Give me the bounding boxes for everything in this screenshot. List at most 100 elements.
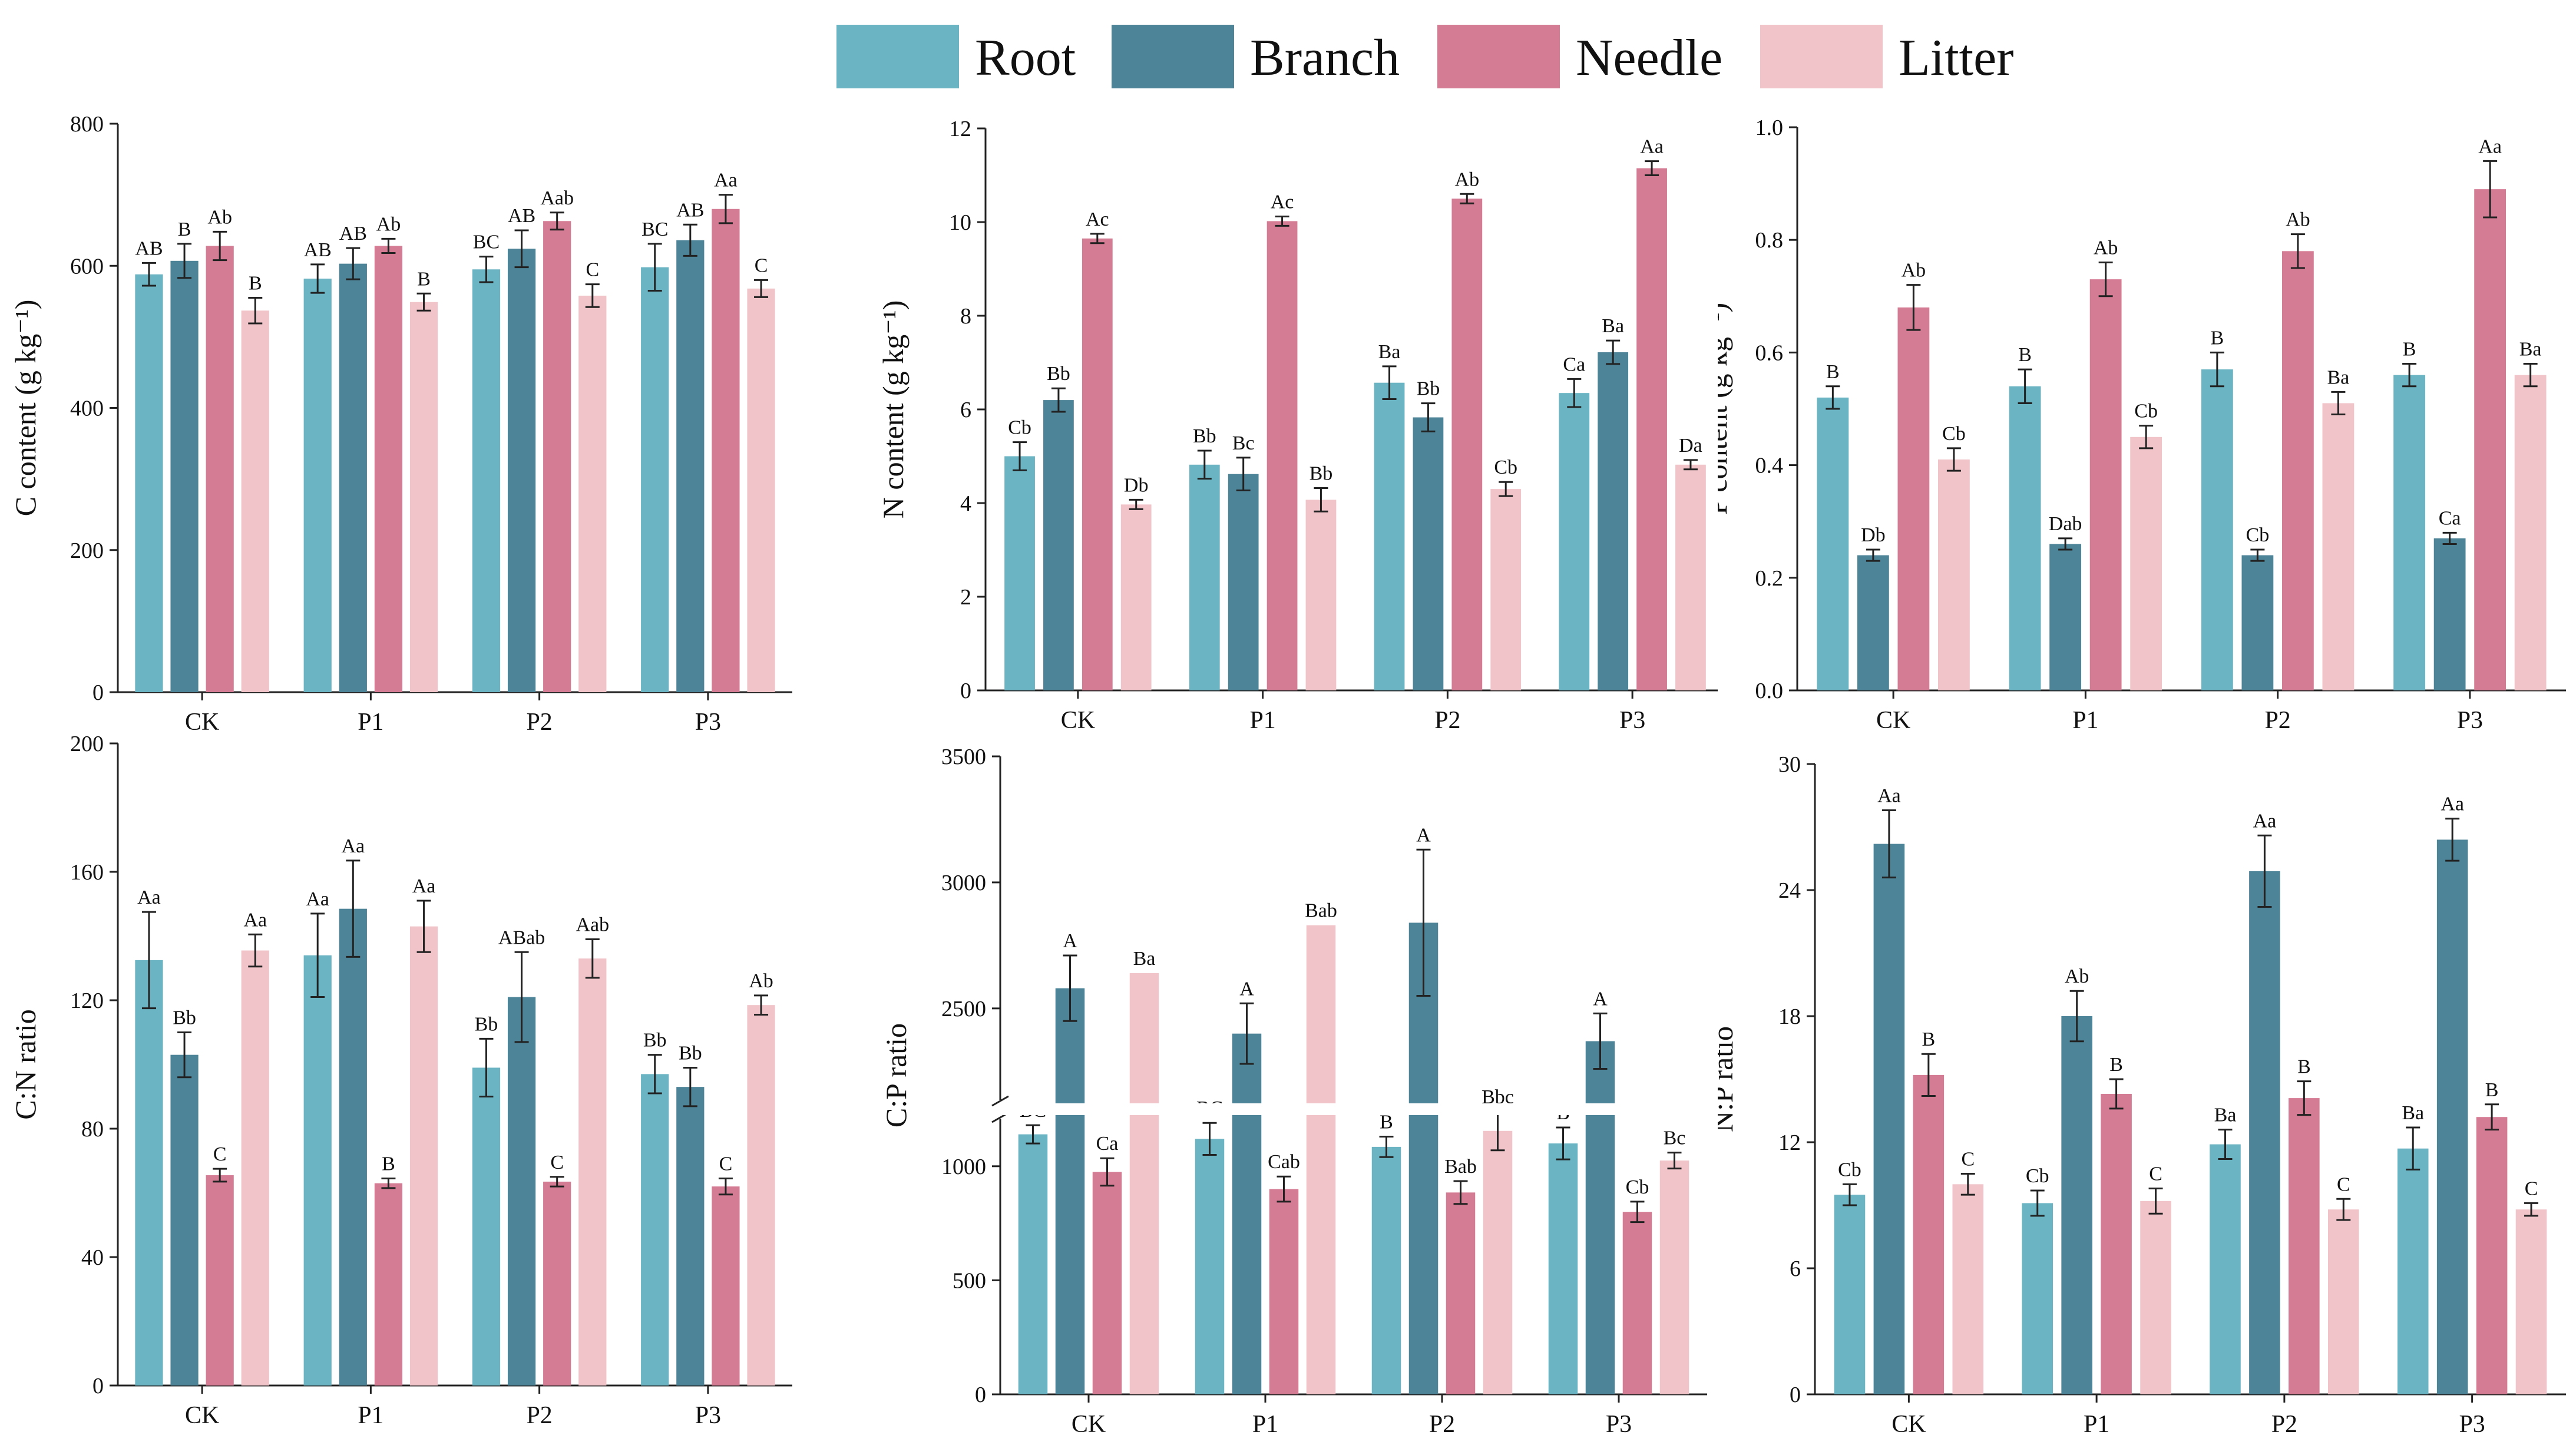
sig-label-root-ck: Cb [1838,1159,1861,1181]
x-tick-label-ck: CK [185,709,219,736]
y-tick-label: 10 [949,210,971,235]
bar-branch-ck [170,1054,199,1386]
sig-label-branch-ck: Db [1861,524,1886,546]
bar-root-p1 [1195,1139,1225,1394]
sig-label-branch-ck: A [1063,930,1077,952]
y-tick-label: 400 [70,396,104,421]
y-tick-label: 4 [960,491,971,516]
y-tick-label: 1.0 [1755,115,1784,140]
sig-label-root-p1: B [2018,344,2032,366]
sig-label-branch-p1: Aa [341,835,365,857]
bar-root-p1 [1189,464,1220,690]
bar-branch-p1 [339,908,367,1386]
sig-label-needle-p3: Cb [1626,1176,1649,1198]
y-tick-label: 800 [70,112,104,137]
sig-label-litter-ck: Db [1124,474,1149,496]
sig-label-root-p1: Bb [1193,425,1216,447]
bar-needle-ck [1913,1074,1945,1394]
bar-root-p2 [2201,369,2233,690]
sig-label-branch-ck: Bb [173,1007,196,1029]
y-tick-label: 0 [92,1374,104,1398]
y-tick-label: 30 [1778,752,1801,777]
sig-label-needle-p1: Ab [376,213,401,235]
legend-label-branch: Branch [1250,29,1400,87]
bar-root-ck [1817,397,1849,690]
bar-litter-p1 [409,302,438,692]
sig-label-needle-p1: B [382,1153,395,1175]
sig-label-litter-p1: Bab [1305,900,1337,922]
legend-swatch-root [836,25,959,88]
sig-label-needle-p2: C [550,1152,564,1173]
sig-label-branch-ck: Aa [1877,785,1901,806]
x-tick-label-p1: P1 [1252,1411,1278,1438]
bar-litter-p2 [1483,1130,1513,1394]
bar-root-p2 [472,1067,501,1386]
x-tick-label-p2: P2 [1429,1411,1455,1438]
y-tick-label: 500 [953,1268,986,1293]
sig-label-branch-ck: Bb [1047,363,1070,385]
bar-litter-ck [1120,504,1152,690]
x-tick-label-p1: P1 [2084,1411,2109,1438]
bar-litter-ck [1129,973,1159,1394]
bar-branch-p1 [1232,1033,1262,1394]
x-tick-label-ck: CK [1061,707,1095,734]
bar-litter-p3 [2514,375,2547,690]
y-tick-label: 0.6 [1755,340,1784,365]
y-axis-title: C:P ratio [879,1023,912,1127]
bar-branch-p1 [339,263,367,693]
sig-label-litter-ck: Cb [1942,423,1966,445]
bar-litter-p1 [2130,437,2162,690]
legend-label-needle: Needle [1576,29,1722,87]
bar-needle-ck [1897,307,1930,690]
sig-label-needle-ck: C [213,1143,227,1165]
sig-label-litter-ck: Ba [1133,948,1156,970]
legend-swatch-needle [1437,25,1560,88]
bar-branch-ck [170,260,199,692]
x-tick-label-p3: P3 [1619,707,1645,734]
bar-litter-ck [1952,1184,1984,1394]
sig-label-root-p1: AB [304,239,332,261]
x-tick-label-p2: P2 [526,1402,552,1429]
sig-label-branch-p2: Bb [1417,378,1440,400]
x-tick-label-p1: P1 [1249,707,1275,734]
sig-label-needle-ck: Ab [207,206,232,228]
sig-label-needle-p1: Ac [1271,191,1294,213]
y-tick-label: 600 [70,254,104,279]
chart-p-content: 0.0 0.2 0.4 0.6 0.8 1.0 P content (g kg⁻¹) B B B B… [1718,115,2566,734]
sig-label-branch-p2: Cb [2246,524,2270,546]
sig-label-litter-p3: Ab [749,970,773,992]
y-tick-label: 3500 [941,745,986,769]
bar-root-p1 [2022,1203,2053,1394]
bar-litter-p3 [1675,464,1706,690]
sig-label-litter-p3: C [2525,1178,2538,1199]
y-tick-label: 1000 [941,1155,986,1179]
sig-label-branch-p1: AB [339,223,367,244]
y-axis-title: N content (g kg⁻¹) [877,300,910,518]
bar-branch-p2 [507,249,536,692]
bar-litter-p3 [747,288,775,693]
legend-swatch-branch [1112,25,1234,88]
bar-litter-p2 [578,295,607,693]
bar-litter-p3 [2515,1209,2547,1394]
sig-label-litter-p2: C [586,259,599,281]
sig-label-litter-p1: B [417,268,431,290]
legend-label-root: Root [975,29,1076,87]
bar-needle-p3 [712,209,740,692]
sig-label-needle-p2: Ab [2286,209,2310,231]
sig-label-needle-ck: B [1922,1029,1936,1050]
sig-label-branch-p2: A [1416,824,1431,846]
bar-needle-p1 [2101,1093,2132,1394]
sig-label-branch-p1: A [1239,978,1254,1000]
bar-needle-p2 [2281,251,2314,690]
x-tick-label-p2: P2 [526,709,552,736]
sig-label-needle-p1: B [2109,1054,2123,1076]
bar-root-p1 [303,278,332,692]
x-tick-label-ck: CK [1876,707,1910,734]
y-tick-label: 200 [70,732,104,756]
bar-branch-p2 [507,997,536,1386]
bar-root-p2 [1371,1146,1401,1394]
y-tick-label: 2 [960,585,971,610]
sig-label-needle-p1: Cab [1268,1151,1300,1173]
bar-needle-p1 [374,1183,403,1386]
